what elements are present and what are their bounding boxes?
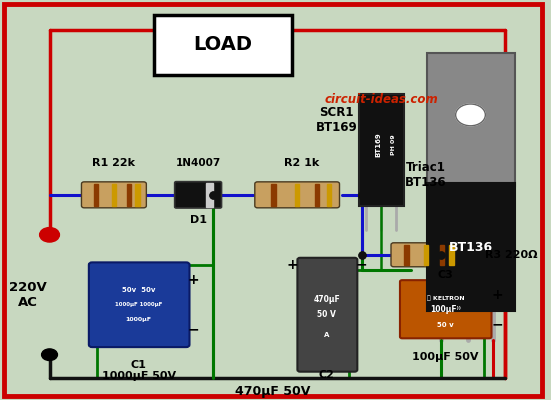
Text: PH 09: PH 09 xyxy=(391,134,396,155)
Bar xyxy=(440,245,444,265)
Text: Triac1
BT136: Triac1 BT136 xyxy=(405,161,447,189)
Text: 1000μF: 1000μF xyxy=(126,317,152,322)
Bar xyxy=(450,245,454,265)
Text: +: + xyxy=(491,288,503,302)
Bar xyxy=(271,184,276,206)
Text: D1: D1 xyxy=(190,215,207,225)
Text: circuit-ideas.com: circuit-ideas.com xyxy=(325,93,439,106)
Text: BT136: BT136 xyxy=(449,241,493,254)
Bar xyxy=(94,184,98,206)
FancyBboxPatch shape xyxy=(82,182,147,208)
Text: −: − xyxy=(187,323,199,337)
Circle shape xyxy=(456,104,485,126)
FancyBboxPatch shape xyxy=(89,262,190,347)
Text: A: A xyxy=(324,332,329,338)
Bar xyxy=(295,184,299,206)
Text: C3: C3 xyxy=(438,270,453,280)
Bar xyxy=(206,183,213,207)
Text: 50v  50v: 50v 50v xyxy=(122,287,155,293)
Circle shape xyxy=(42,349,57,360)
Bar xyxy=(112,184,116,206)
Bar xyxy=(327,184,331,206)
Text: 220V
AC: 220V AC xyxy=(9,281,47,309)
Text: 1N4007: 1N4007 xyxy=(175,158,221,168)
Text: 470μF: 470μF xyxy=(314,295,341,304)
Text: 50 V: 50 V xyxy=(317,310,336,319)
FancyBboxPatch shape xyxy=(426,53,515,186)
FancyBboxPatch shape xyxy=(359,94,404,206)
FancyBboxPatch shape xyxy=(255,182,339,208)
Circle shape xyxy=(40,228,60,242)
Bar xyxy=(424,245,428,265)
Text: BT169: BT169 xyxy=(375,132,381,157)
Text: LOAD: LOAD xyxy=(193,36,252,54)
Text: R2 1k: R2 1k xyxy=(284,158,320,168)
Text: −: − xyxy=(491,318,503,332)
Text: R3 220Ω: R3 220Ω xyxy=(485,250,538,260)
Text: 100μF 50V: 100μF 50V xyxy=(413,352,479,362)
FancyBboxPatch shape xyxy=(154,15,292,75)
Text: 470μF 50V: 470μF 50V xyxy=(235,385,310,398)
Text: −: − xyxy=(356,258,368,272)
Text: 1000μF 1000μF: 1000μF 1000μF xyxy=(115,302,163,307)
Text: +: + xyxy=(187,273,199,287)
FancyBboxPatch shape xyxy=(391,243,461,267)
Text: ⫟ KELTRON: ⫟ KELTRON xyxy=(427,295,464,300)
Bar xyxy=(127,184,131,206)
Bar xyxy=(136,184,140,206)
Bar xyxy=(315,184,319,206)
Text: R1 22k: R1 22k xyxy=(93,158,136,168)
Text: C1
1000μF 50V: C1 1000μF 50V xyxy=(101,360,176,381)
Text: 100μF⁾⁾: 100μF⁾⁾ xyxy=(430,305,461,314)
FancyBboxPatch shape xyxy=(4,4,542,396)
Text: C2: C2 xyxy=(319,370,335,380)
Bar xyxy=(404,245,409,265)
FancyBboxPatch shape xyxy=(426,183,515,311)
FancyBboxPatch shape xyxy=(298,258,358,372)
FancyBboxPatch shape xyxy=(175,182,222,208)
Text: SCR1
BT169: SCR1 BT169 xyxy=(316,106,358,134)
FancyBboxPatch shape xyxy=(400,280,491,338)
Text: +: + xyxy=(287,258,298,272)
Text: 50 v: 50 v xyxy=(437,322,454,328)
